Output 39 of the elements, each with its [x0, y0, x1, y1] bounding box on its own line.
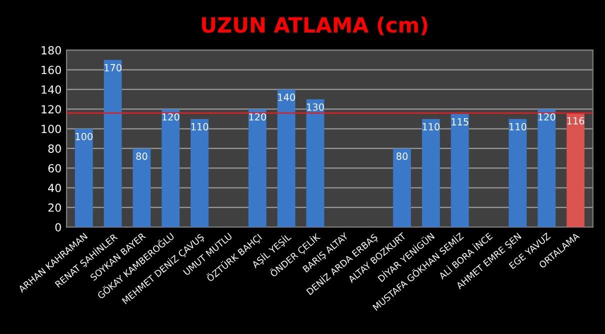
data-label: 120: [538, 113, 556, 121]
bar: [508, 118, 527, 228]
y-tick-label: 20: [48, 203, 61, 212]
chart-title: UZUN ATLAMA (cm): [202, 16, 428, 36]
y-tick-label: 100: [42, 124, 61, 134]
data-label: 80: [396, 152, 408, 160]
y-tick-label: 80: [48, 144, 61, 153]
data-label: 130: [307, 103, 324, 111]
bar: [450, 114, 469, 228]
bar: [277, 89, 296, 228]
bar: [162, 109, 180, 228]
bar: [132, 148, 151, 228]
bar: [393, 148, 411, 228]
data-label: 100: [76, 132, 93, 140]
y-tick-label: 0: [55, 223, 61, 232]
y-tick-label: 40: [48, 184, 61, 192]
data-label: 116: [567, 117, 584, 124]
bar: [538, 109, 556, 228]
y-tick-label: 140: [42, 85, 61, 94]
y-tick-label: 60: [48, 164, 61, 172]
data-label: 120: [162, 113, 180, 121]
data-label: 120: [249, 113, 266, 121]
y-tick-label: 160: [42, 66, 61, 74]
data-label: 80: [136, 152, 148, 160]
bar: [422, 118, 440, 228]
bar: [190, 118, 209, 228]
bar: [104, 60, 122, 228]
bar: [566, 113, 585, 228]
y-tick-label: 120: [42, 105, 61, 114]
data-label: 110: [422, 123, 440, 130]
y-tick-label: 180: [42, 46, 61, 54]
data-label: 115: [452, 118, 468, 126]
data-label: 110: [191, 123, 208, 130]
data-label: 110: [509, 123, 526, 130]
data-label: 140: [278, 94, 295, 101]
data-label: 170: [104, 64, 122, 72]
bar: [306, 99, 324, 228]
bar: [74, 128, 93, 228]
bar: [248, 109, 266, 228]
